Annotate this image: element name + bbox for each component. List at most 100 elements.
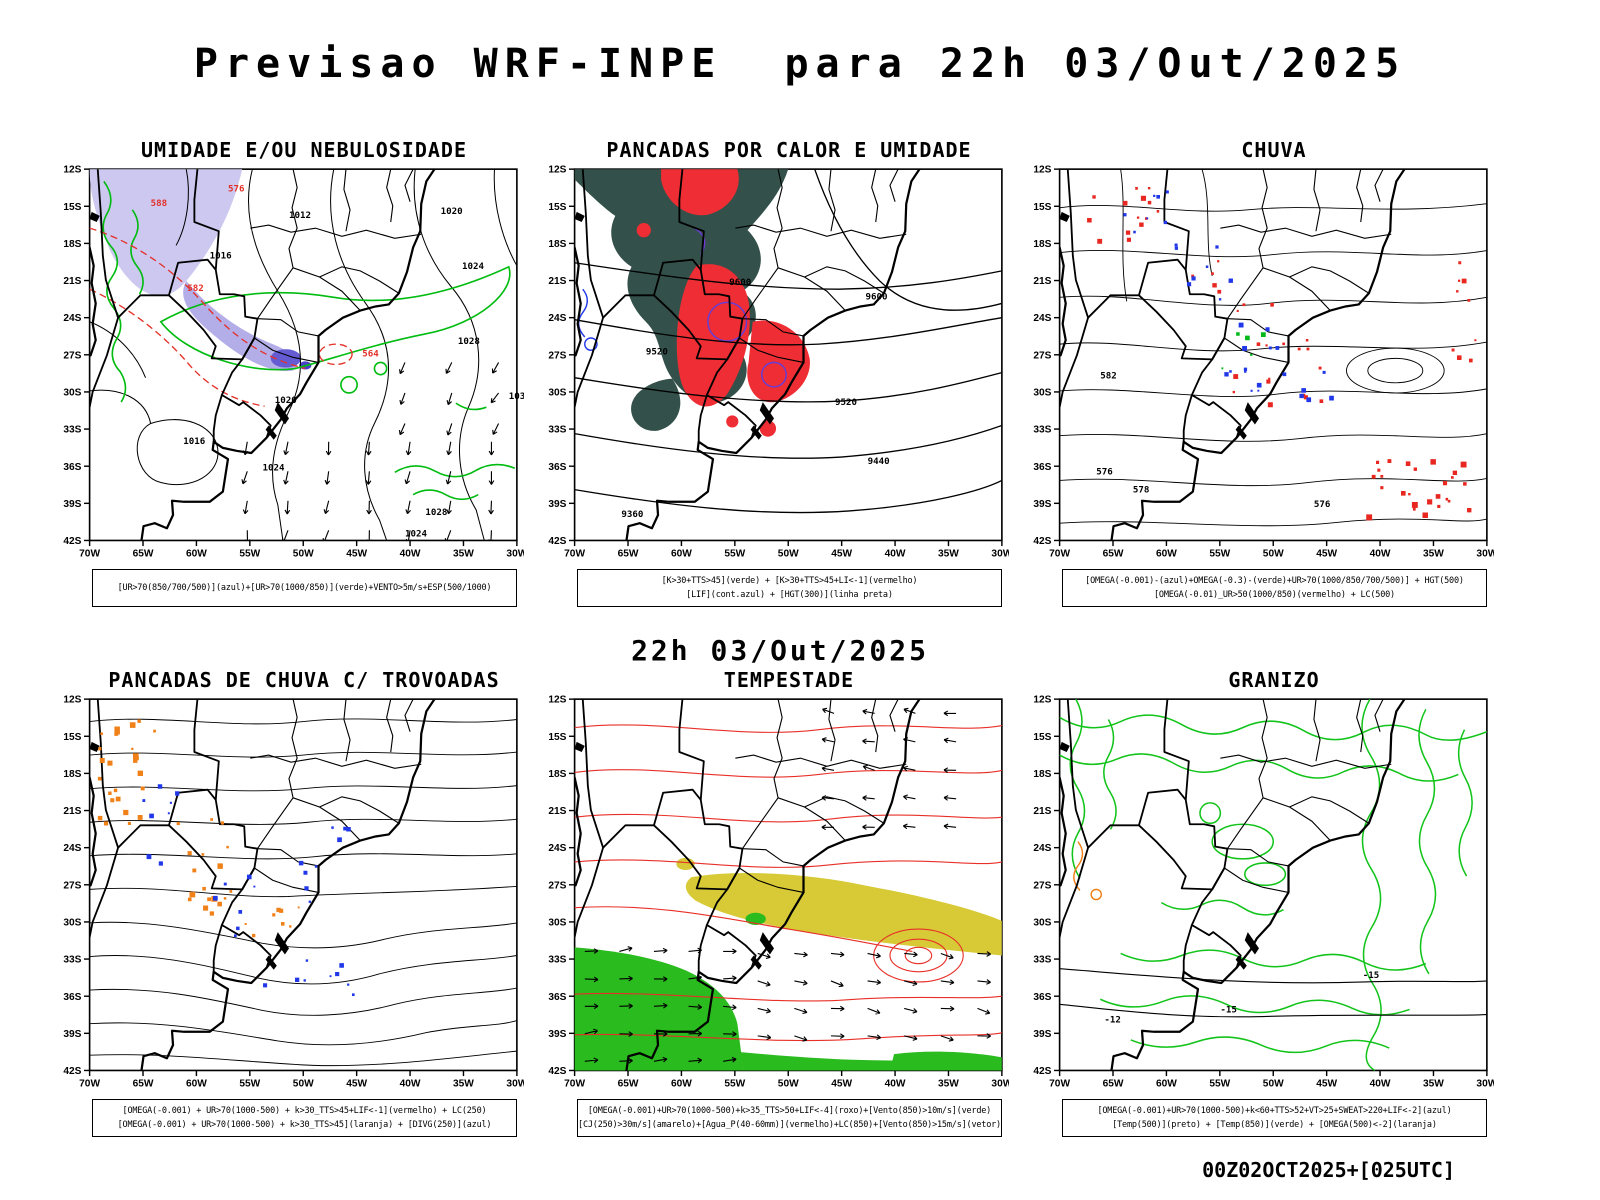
svg-text:582: 582 xyxy=(187,284,204,294)
svg-text:40W: 40W xyxy=(400,549,421,560)
panel-chuva: CHUVA xyxy=(1024,138,1494,607)
svg-text:45W: 45W xyxy=(346,549,367,560)
caption-line: [OMEGA(-0.01)_UR>50(1000/850)(vermelho) … xyxy=(1154,590,1395,600)
temp500-contours xyxy=(1059,968,1487,1018)
svg-text:40W: 40W xyxy=(1370,549,1391,560)
svg-text:65W: 65W xyxy=(618,1079,639,1090)
svg-text:1016: 1016 xyxy=(183,437,205,447)
panel-umidade: UMIDADE E/OU NEBULOSIDADE xyxy=(54,138,524,607)
caption-box: [K>30+TTS>45](verde) + [K>30+TTS>45+LI<-… xyxy=(577,569,1002,607)
svg-text:60W: 60W xyxy=(1156,1079,1177,1090)
caption-line: [CJ(250)>30m/s](amarelo)+[Agua_P(40-60mm… xyxy=(578,1120,1001,1130)
svg-text:576: 576 xyxy=(1314,500,1331,510)
svg-text:70W: 70W xyxy=(564,1079,585,1090)
humidity-shading xyxy=(89,169,243,296)
svg-text:70W: 70W xyxy=(79,1079,100,1090)
panel-title: UMIDADE E/OU NEBULOSIDADE xyxy=(140,138,468,162)
svg-text:27S: 27S xyxy=(548,350,566,361)
green-humidity-contours xyxy=(102,180,516,501)
svg-text:30W: 30W xyxy=(1476,1079,1494,1090)
svg-text:55W: 55W xyxy=(1209,549,1230,560)
svg-text:27S: 27S xyxy=(63,880,81,891)
svg-text:42S: 42S xyxy=(1033,1066,1051,1077)
svg-text:27S: 27S xyxy=(548,880,566,891)
svg-text:24S: 24S xyxy=(548,843,566,854)
caption-line: [UR>70(850/700/500)](azul)+[UR>70(1000/8… xyxy=(117,583,492,593)
svg-text:36S: 36S xyxy=(1033,462,1051,473)
svg-text:27S: 27S xyxy=(63,350,81,361)
svg-text:21S: 21S xyxy=(548,806,566,817)
svg-text:1024: 1024 xyxy=(405,529,428,539)
svg-text:27S: 27S xyxy=(1033,350,1051,361)
svg-text:578: 578 xyxy=(1133,486,1150,496)
map-pancadas-calor: 12S 15S 18S 21S 24S 27S 30S 33S 36S 39S 42S 70W 65W 6… xyxy=(548,165,1009,560)
svg-text:30S: 30S xyxy=(63,387,81,398)
omega-contours xyxy=(1073,841,1103,901)
svg-text:40W: 40W xyxy=(400,1079,421,1090)
page-title: Previsao WRF-INPE para 22h 03/Out/2025 xyxy=(193,40,1407,87)
svg-text:70W: 70W xyxy=(1049,1079,1070,1090)
rain-speckles xyxy=(1087,186,1477,521)
caption-box: [OMEGA(-0.001)+UR>70(1000-500)+k>35_TTS>… xyxy=(577,1099,1002,1137)
svg-text:15S: 15S xyxy=(548,202,566,213)
panel-pancadas-calor: PANCADAS POR CALOR E UMIDADE xyxy=(539,138,1009,607)
svg-text:36S: 36S xyxy=(63,992,81,1003)
svg-text:40W: 40W xyxy=(885,1079,906,1090)
map-tempestade: 12S 15S 18S 21S 24S 27S 30S 33S 36S 39S 42S 70W 65W 6… xyxy=(548,695,1009,1090)
svg-text:55W: 55W xyxy=(239,549,260,560)
svg-text:35W: 35W xyxy=(938,549,959,560)
panel-title: CHUVA xyxy=(1241,138,1307,162)
svg-text:45W: 45W xyxy=(1316,1079,1337,1090)
svg-text:33S: 33S xyxy=(63,955,81,966)
svg-text:33S: 33S xyxy=(63,425,81,436)
caption-box: [UR>70(850/700/500)](azul)+[UR>70(1000/8… xyxy=(92,569,517,607)
svg-text:30S: 30S xyxy=(1033,917,1051,928)
svg-text:18S: 18S xyxy=(63,769,81,780)
axis-ticks: 12S 15S 18S 21S 24S 27S 30S 33S 36S 39S 42S 70W 65W 6… xyxy=(1033,695,1494,1090)
svg-text:9520: 9520 xyxy=(646,347,668,357)
svg-text:60W: 60W xyxy=(186,1079,207,1090)
svg-text:33S: 33S xyxy=(548,425,566,436)
svg-text:42S: 42S xyxy=(63,536,81,547)
svg-text:30W: 30W xyxy=(991,549,1009,560)
svg-text:9600: 9600 xyxy=(729,278,751,288)
wind-vectors xyxy=(584,707,992,1064)
svg-text:30S: 30S xyxy=(548,917,566,928)
svg-text:15S: 15S xyxy=(1033,732,1051,743)
svg-text:18S: 18S xyxy=(548,239,566,250)
svg-text:1024: 1024 xyxy=(263,463,286,473)
svg-text:18S: 18S xyxy=(548,769,566,780)
svg-text:45W: 45W xyxy=(831,1079,852,1090)
svg-text:1016: 1016 xyxy=(210,252,232,262)
svg-text:21S: 21S xyxy=(1033,276,1051,287)
svg-text:1024: 1024 xyxy=(462,262,485,272)
svg-text:39S: 39S xyxy=(1033,499,1051,510)
thickness-contours xyxy=(89,227,353,407)
contour-labels: 9600 9600 9520 9520 9440 9360 xyxy=(621,278,889,520)
svg-text:-15: -15 xyxy=(1220,1005,1237,1015)
svg-text:1012: 1012 xyxy=(289,211,311,221)
panel-tempestade: TEMPESTADE xyxy=(539,668,1009,1137)
svg-text:30W: 30W xyxy=(991,1079,1009,1090)
svg-text:588: 588 xyxy=(151,199,168,209)
svg-text:9600: 9600 xyxy=(866,292,888,302)
svg-text:30W: 30W xyxy=(506,549,524,560)
map-granizo: 12S 15S 18S 21S 24S 27S 30S 33S 36S 39S 42S 70W 65W 6… xyxy=(1033,695,1494,1090)
svg-text:35W: 35W xyxy=(1423,1079,1444,1090)
svg-text:35W: 35W xyxy=(1423,549,1444,560)
shower-speckles xyxy=(97,719,355,996)
panel-granizo: GRANIZO xyxy=(1024,668,1494,1137)
svg-text:15S: 15S xyxy=(1033,202,1051,213)
svg-text:50W: 50W xyxy=(1263,549,1284,560)
svg-text:1028: 1028 xyxy=(458,337,480,347)
svg-text:24S: 24S xyxy=(63,313,81,324)
panel-trovoadas: PANCADAS DE CHUVA C/ TROVOADAS xyxy=(54,668,524,1137)
svg-text:60W: 60W xyxy=(186,549,207,560)
svg-text:15S: 15S xyxy=(63,732,81,743)
svg-text:18S: 18S xyxy=(1033,769,1051,780)
svg-text:21S: 21S xyxy=(63,806,81,817)
svg-text:60W: 60W xyxy=(671,1079,692,1090)
run-label: 00Z02OCT2025+[025UTC] xyxy=(1202,1158,1455,1182)
svg-text:12S: 12S xyxy=(63,165,81,176)
